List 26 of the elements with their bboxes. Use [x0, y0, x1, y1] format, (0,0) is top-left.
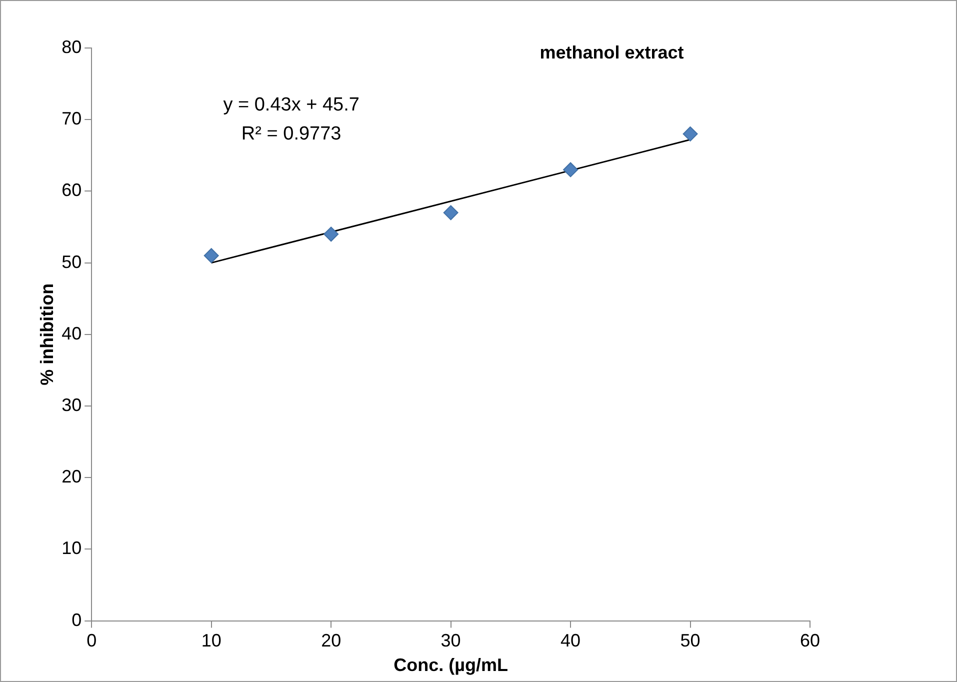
point [443, 205, 458, 220]
y-tick-label: 20 [62, 466, 82, 487]
y-tick-label: 60 [62, 180, 82, 200]
y-tick-label: 70 [62, 108, 82, 129]
point [204, 248, 219, 264]
x-tick-label: 60 [800, 630, 820, 651]
y-tick-label: 10 [62, 538, 82, 558]
x-tick-label: 0 [86, 630, 97, 651]
point [563, 162, 578, 178]
x-tick-label: 40 [560, 630, 581, 651]
point [682, 126, 698, 142]
point [324, 226, 339, 242]
y-tick-label: 0 [72, 610, 82, 630]
y-tick-label: 30 [62, 394, 82, 415]
x-tick-label: 50 [680, 630, 700, 651]
annotation: R² = 0.9773 [241, 124, 342, 145]
y-tick-label: 40 [62, 323, 82, 344]
x-axis-title: Conc. (µg/mL [394, 655, 508, 676]
annotation: y = 0.43x + 45.7 [223, 94, 360, 116]
y-tick-label: 50 [62, 252, 82, 272]
chart-title: methanol extract [540, 42, 684, 63]
y-tick-label: 80 [62, 36, 82, 57]
x-tick-label: 30 [440, 630, 461, 651]
x-tick-label: 20 [321, 630, 342, 651]
x-tick-label: 10 [201, 630, 222, 651]
y-axis-title: % inhibition [36, 283, 57, 386]
